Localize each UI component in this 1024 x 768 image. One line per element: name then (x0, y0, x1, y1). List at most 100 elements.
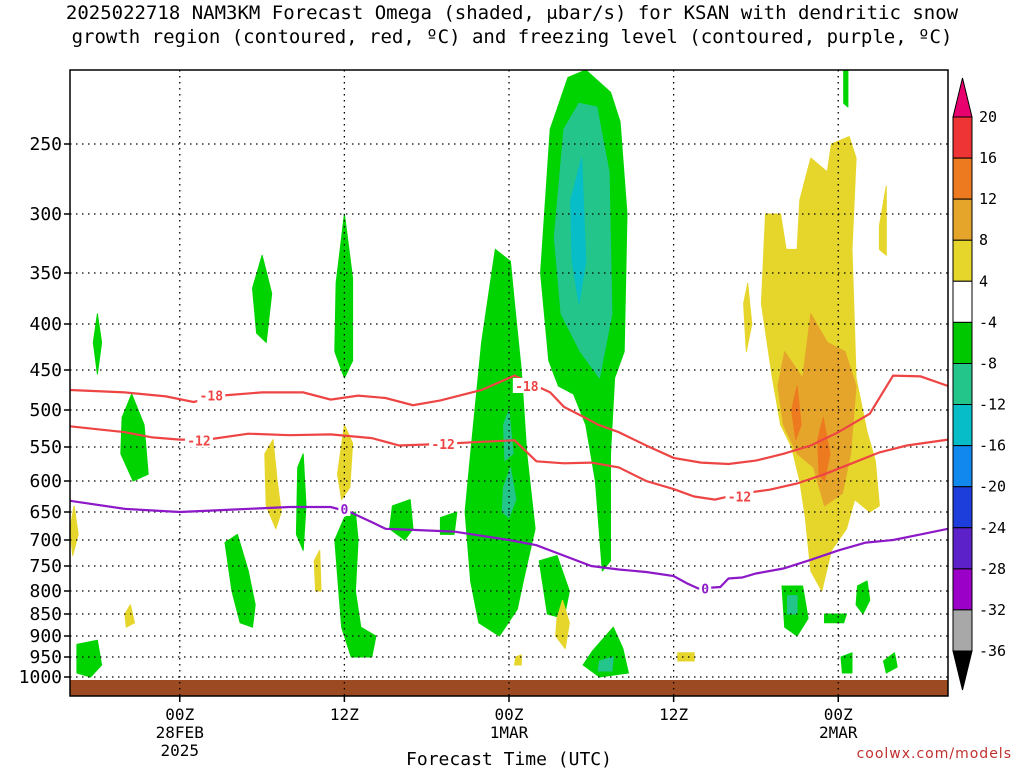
contour-label-1-0: -12 (187, 434, 210, 449)
chart-title-line-1: 2025022718 NAM3KM Forecast Omega (shaded… (65, 2, 959, 24)
x-tick-label-0-2: 2025 (160, 741, 199, 760)
colorbar-swatch-1 (952, 116, 973, 159)
y-tick-label-850: 850 (29, 604, 62, 625)
colorbar-swatch-10 (952, 486, 973, 529)
omega-region-19 (843, 70, 849, 108)
omega-region-25 (570, 157, 587, 305)
y-tick-label-250: 250 (29, 134, 62, 155)
colorbar-label-5: -4 (979, 313, 997, 331)
colorbar-swatch-11 (952, 527, 973, 570)
colorbar-label-4: 4 (979, 272, 988, 290)
y-tick-label-700: 700 (29, 530, 62, 551)
x-tick-label-0-0: 00Z (165, 705, 194, 724)
contour-label-2-0: 0 (340, 503, 348, 518)
contour-label-0-1: -18 (515, 380, 539, 395)
colorbar-label-2: 12 (979, 190, 997, 208)
omega-region-36 (878, 185, 887, 256)
omega-region-8 (439, 511, 458, 535)
colorbar-label-10: -24 (979, 519, 1006, 537)
y-tick-label-900: 900 (29, 626, 62, 647)
colorbar-label-13: -36 (979, 642, 1006, 660)
colorbar-label-11: -28 (979, 560, 1006, 578)
omega-region-18 (883, 652, 898, 674)
omega-region-9 (464, 248, 536, 637)
colorbar-swatch-5 (952, 280, 973, 323)
colorbar-label-0: 20 (979, 108, 997, 126)
y-tick-label-600: 600 (29, 471, 62, 492)
omega-region-37 (777, 313, 857, 507)
colorbar-label-9: -20 (979, 478, 1006, 496)
omega-region-30 (313, 549, 322, 592)
omega-region-4 (295, 453, 307, 551)
x-tick-label-4-1: 2MAR (819, 723, 858, 742)
colorbar-swatch-9 (952, 445, 973, 488)
chart-title-line-2: growth region (contoured, red, ºC) and f… (71, 26, 953, 48)
contour-label-bg-2-0 (338, 500, 351, 516)
omega-region-17 (840, 652, 853, 674)
contour-label-bg-1-0 (184, 432, 213, 448)
omega-shading (70, 70, 898, 678)
x-tick-label-1-0: 12Z (330, 705, 359, 724)
omega-region-29 (124, 604, 135, 628)
y-tick-label-750: 750 (29, 556, 62, 577)
contour-label-1-1: -12 (431, 438, 454, 453)
x-axis-label: Forecast Time (UTC) (406, 749, 612, 768)
y-tick-label-950: 950 (29, 647, 62, 668)
omega-region-39 (817, 416, 831, 482)
colorbar-swatch-13 (952, 609, 973, 652)
colorbar-label-3: 8 (979, 231, 988, 249)
y-tick-label-450: 450 (29, 360, 62, 381)
contour-label-1-2: -12 (728, 491, 751, 506)
colorbar-swatch-0 (952, 77, 973, 118)
omega-region-24 (597, 656, 614, 672)
omega-region-21 (501, 466, 517, 519)
omega-region-16 (855, 580, 871, 615)
y-tick-label-500: 500 (29, 400, 62, 421)
contour-line-1 (70, 425, 948, 501)
omega-region-31 (555, 599, 570, 650)
contour-label-2-1: 0 (701, 583, 709, 598)
omega-region-0 (92, 313, 103, 375)
y-tick-label-350: 350 (29, 263, 62, 284)
colorbar-label-8: -16 (979, 437, 1006, 455)
colorbar-swatch-12 (952, 568, 973, 611)
y-tick-label-1000: 1000 (19, 667, 62, 688)
colorbar-label-7: -12 (979, 396, 1006, 414)
omega-region-12 (582, 626, 629, 678)
omega-region-32 (514, 654, 522, 666)
omega-region-26 (70, 505, 79, 557)
omega-region-13 (76, 639, 103, 678)
colorbar-swatch-4 (952, 239, 973, 282)
colorbar-swatch-3 (952, 198, 973, 241)
colorbar-swatch-7 (952, 362, 973, 406)
x-tick-label-2-0: 00Z (495, 705, 524, 724)
omega-region-15 (824, 613, 847, 624)
contour-label-bg-2-1 (699, 580, 712, 596)
omega-region-34 (743, 282, 753, 353)
colorbar-swatch-2 (952, 157, 973, 200)
omega-region-38 (791, 385, 802, 441)
y-tick-label-550: 550 (29, 437, 62, 458)
contour-line-2 (70, 499, 948, 590)
contour-label-bg-1-1 (429, 436, 458, 452)
omega-region-2 (252, 254, 273, 343)
contour-label-bg-1-2 (725, 488, 754, 504)
y-tick-label-300: 300 (29, 204, 62, 225)
x-tick-label-4-0: 00Z (824, 705, 853, 724)
y-tick-label-650: 650 (29, 502, 62, 523)
colorbar: 20 16 12 8 4 -4 -8 -12 -16 -20 -24 -28 -32 -36 (952, 77, 1006, 691)
y-axis: 2503003504004505005506006507007508008509… (19, 134, 70, 688)
omega-region-22 (503, 409, 514, 462)
contour-label-0-0: -18 (200, 390, 224, 405)
colorbar-label-12: -32 (979, 601, 1006, 619)
credit-text: coolwx.com/models (856, 746, 1012, 762)
x-tick-label-0-1: 28FEB (156, 723, 204, 742)
omega-region-33 (677, 652, 695, 662)
y-tick-label-800: 800 (29, 581, 62, 602)
colorbar-label-6: -8 (979, 354, 997, 372)
contour-line-0 (70, 374, 948, 466)
colorbar-label-1: 16 (979, 149, 997, 167)
colorbar-swatch-8 (952, 404, 973, 447)
x-tick-label-2-1: 1MAR (490, 723, 529, 742)
